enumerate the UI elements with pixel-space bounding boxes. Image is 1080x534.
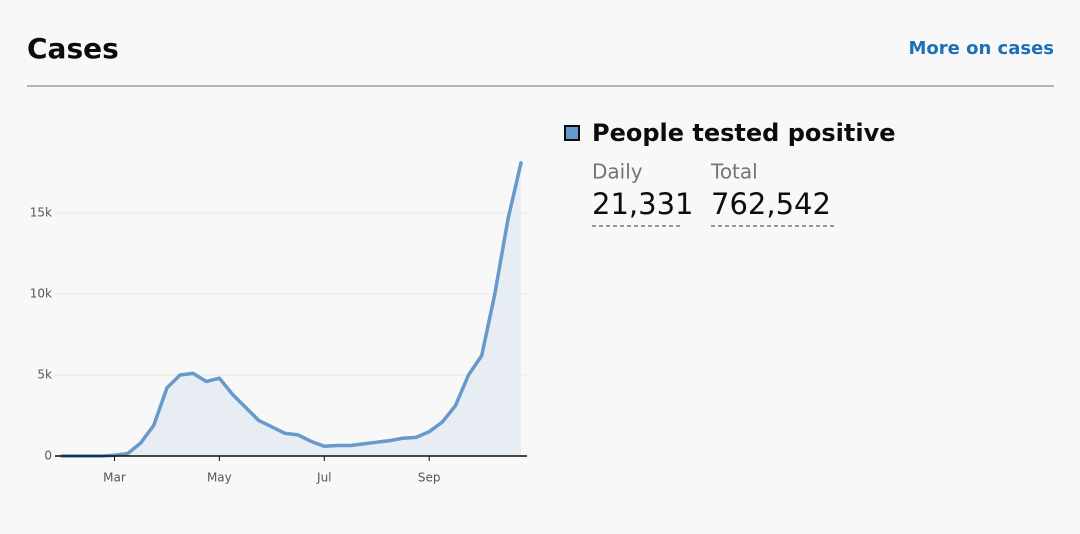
total-label: Total: [710, 160, 758, 184]
y-tick-label: 0: [44, 449, 52, 463]
more-link[interactable]: More on cases: [908, 38, 1054, 59]
x-tick-label: Sep: [418, 471, 441, 485]
area: [62, 162, 521, 457]
line: [60, 161, 523, 458]
summary-heading: People tested positive: [592, 119, 896, 147]
y-tick-label: 5k: [37, 368, 52, 382]
card-title: Cases: [27, 32, 119, 65]
x-tick-label: Mar: [103, 471, 126, 485]
x-tick-label: May: [207, 471, 232, 485]
legend-swatch: [564, 125, 580, 141]
x-tick-label: Jul: [316, 471, 331, 485]
daily-label: Daily: [592, 160, 643, 184]
total-value: 762,542: [711, 187, 831, 221]
daily-value: 21,331: [592, 187, 693, 221]
y-tick-label: 10k: [30, 287, 52, 301]
y-tick-label: 15k: [30, 206, 52, 220]
